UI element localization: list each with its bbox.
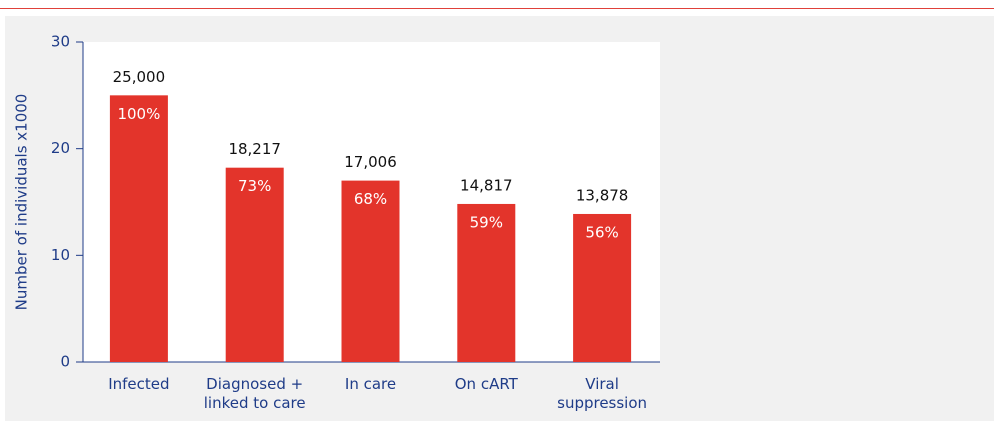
percentage-label: 100% bbox=[117, 105, 160, 123]
bar bbox=[573, 213, 632, 362]
bar bbox=[341, 180, 400, 362]
x-tick-label: Viral suppression bbox=[557, 375, 648, 412]
value-label: 18,217 bbox=[228, 140, 281, 158]
value-label: 17,006 bbox=[344, 153, 397, 171]
value-label: 25,000 bbox=[113, 68, 166, 86]
bar bbox=[109, 95, 168, 362]
value-label: 13,878 bbox=[576, 186, 629, 204]
x-tick-label: Infected bbox=[108, 375, 170, 393]
y-axis-label: Number of individuals x1000 bbox=[13, 94, 31, 311]
value-label: 14,817 bbox=[460, 176, 513, 194]
percentage-label: 68% bbox=[354, 190, 387, 208]
percentage-label: 59% bbox=[470, 213, 503, 231]
bar bbox=[225, 167, 284, 362]
y-tick-label: 20 bbox=[51, 139, 70, 157]
y-tick-label: 0 bbox=[60, 353, 70, 371]
x-tick-label: On cART bbox=[454, 375, 518, 393]
x-tick-label: In care bbox=[344, 375, 397, 393]
top-rule bbox=[0, 8, 994, 9]
bar bbox=[457, 203, 516, 362]
percentage-label: 73% bbox=[238, 177, 271, 195]
y-tick-label: 30 bbox=[51, 33, 70, 51]
percentage-label: 56% bbox=[585, 223, 618, 241]
y-tick-label: 10 bbox=[51, 246, 70, 264]
x-tick-label: Diagnosed + linked to care bbox=[203, 375, 306, 412]
